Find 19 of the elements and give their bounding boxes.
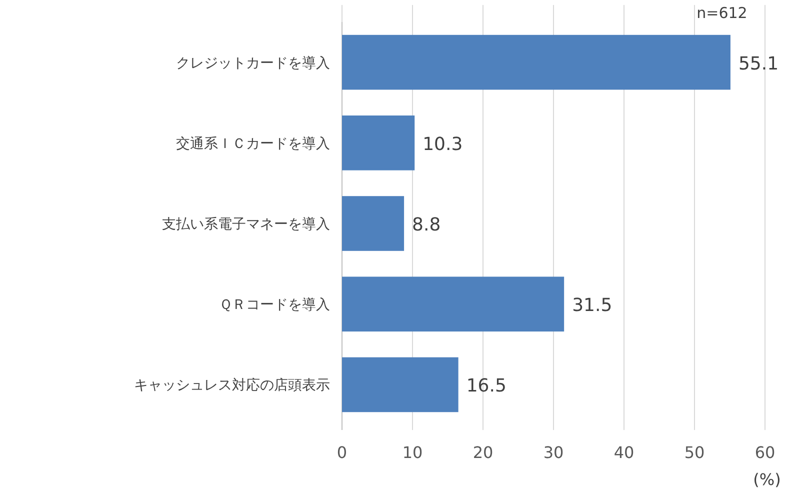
x-axis-title: (%): [753, 470, 781, 489]
data-label: 16.5: [466, 376, 506, 397]
data-label: 31.5: [572, 295, 612, 316]
data-label: 55.1: [738, 53, 779, 74]
data-label: 8.8: [412, 214, 441, 236]
y-tick-label: クレジットカードを導入: [176, 55, 330, 72]
x-tick-label: 50: [684, 443, 705, 462]
data-label: 10.3: [422, 134, 463, 155]
x-tick-label: 40: [614, 443, 634, 462]
x-tick-label: 20: [472, 443, 494, 462]
x-tick-label: 30: [543, 443, 564, 462]
y-tick-label: ＱＲコードを導入: [219, 297, 330, 314]
annotation: n=612: [696, 4, 748, 22]
x-tick-label: 0: [336, 443, 348, 462]
y-tick-label: キャッシュレス対応の店頭表示: [134, 378, 330, 394]
y-tick-label: 支払い系電子マネーを導入: [162, 216, 330, 232]
y-tick-label: 交通系ＩＣカードを導入: [176, 136, 330, 152]
x-tick-label: 10: [402, 443, 423, 462]
x-tick-label: 60: [754, 443, 776, 462]
